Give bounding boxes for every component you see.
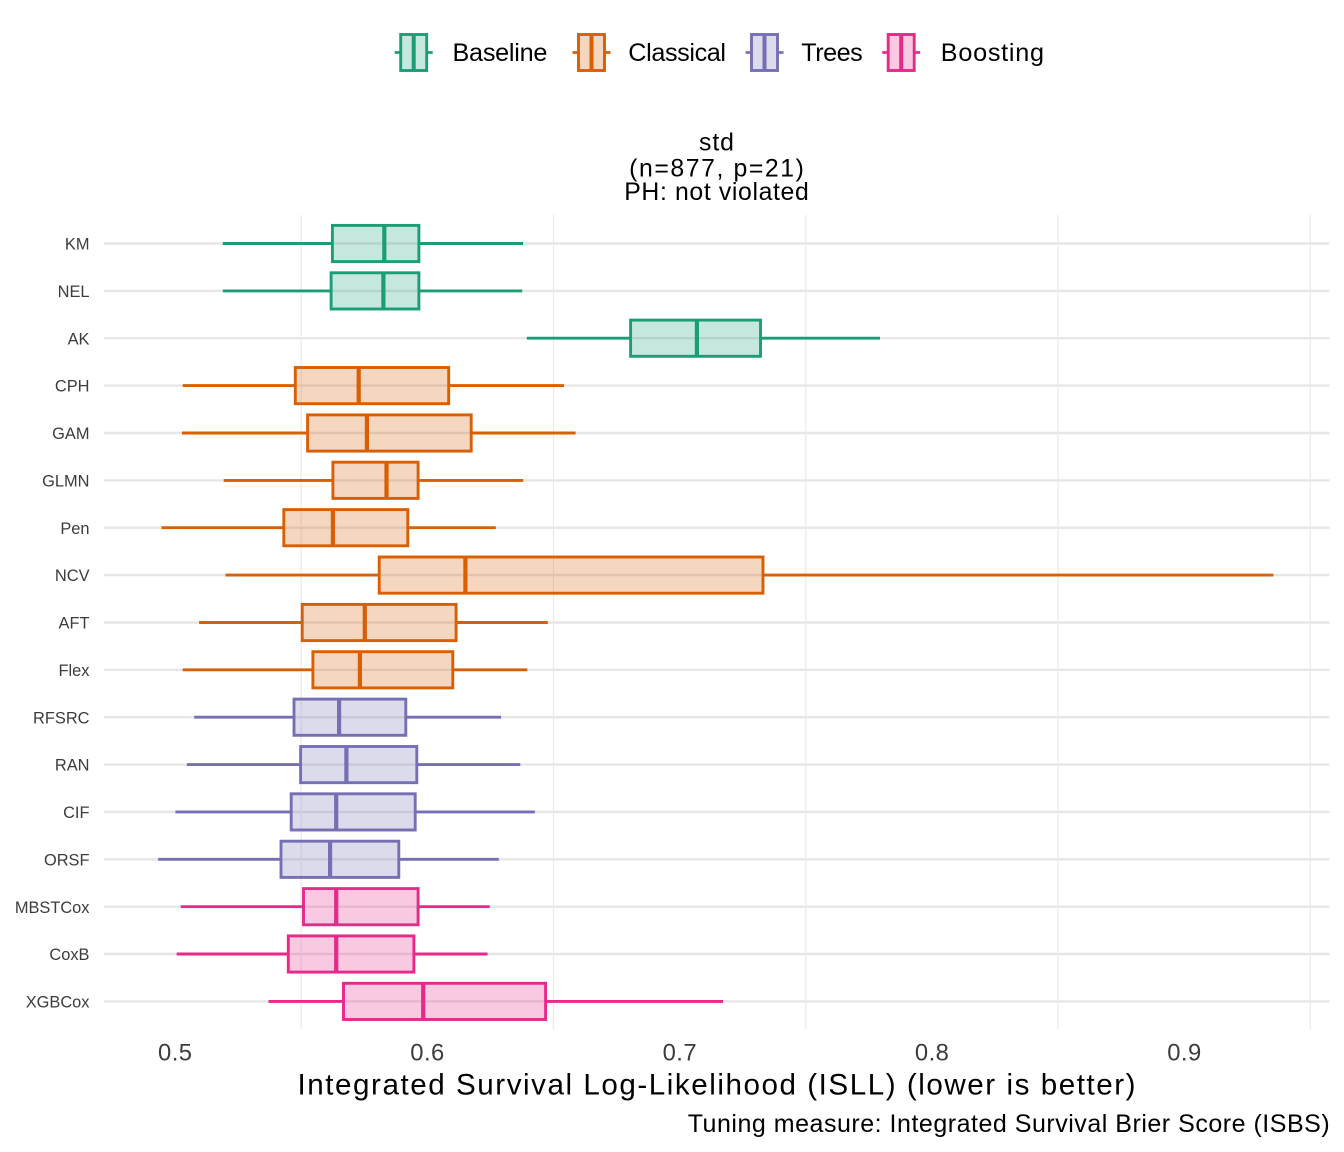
svg-text:0.7: 0.7 [663, 1040, 697, 1067]
svg-text:GLMN: GLMN [42, 473, 89, 491]
svg-text:AK: AK [68, 330, 90, 348]
svg-text:Classical: Classical [628, 39, 726, 67]
svg-text:RAN: RAN [55, 757, 90, 775]
svg-text:0.5: 0.5 [158, 1040, 192, 1067]
svg-text:0.9: 0.9 [1167, 1040, 1201, 1067]
svg-text:RFSRC: RFSRC [33, 709, 90, 727]
svg-text:PH: not violated: PH: not violated [624, 179, 809, 206]
svg-text:NEL: NEL [58, 283, 90, 301]
svg-text:std: std [699, 129, 734, 156]
svg-text:CIF: CIF [63, 804, 89, 822]
svg-text:GAM: GAM [52, 425, 89, 443]
svg-text:0.6: 0.6 [410, 1040, 444, 1067]
svg-text:Pen: Pen [60, 520, 89, 538]
svg-text:MBSTCox: MBSTCox [15, 899, 90, 917]
svg-text:Trees: Trees [801, 39, 862, 67]
svg-text:CoxB: CoxB [49, 946, 89, 964]
svg-text:(n=877, p=21): (n=877, p=21) [629, 155, 804, 182]
svg-text:Flex: Flex [59, 662, 91, 680]
svg-text:AFT: AFT [59, 615, 90, 633]
svg-text:Integrated Survival Log-Likeli: Integrated Survival Log-Likelihood (ISLL… [298, 1068, 1136, 1101]
svg-text:CPH: CPH [55, 378, 90, 396]
svg-text:Boosting: Boosting [941, 39, 1044, 67]
svg-text:Baseline: Baseline [453, 39, 548, 67]
svg-text:NCV: NCV [55, 567, 90, 585]
svg-text:XGBCox: XGBCox [26, 994, 91, 1012]
svg-text:ORSF: ORSF [44, 851, 90, 869]
svg-text:Tuning measure: Integrated Sur: Tuning measure: Integrated Survival Brie… [688, 1110, 1330, 1138]
svg-text:KM: KM [65, 236, 90, 254]
svg-text:0.8: 0.8 [915, 1040, 949, 1067]
